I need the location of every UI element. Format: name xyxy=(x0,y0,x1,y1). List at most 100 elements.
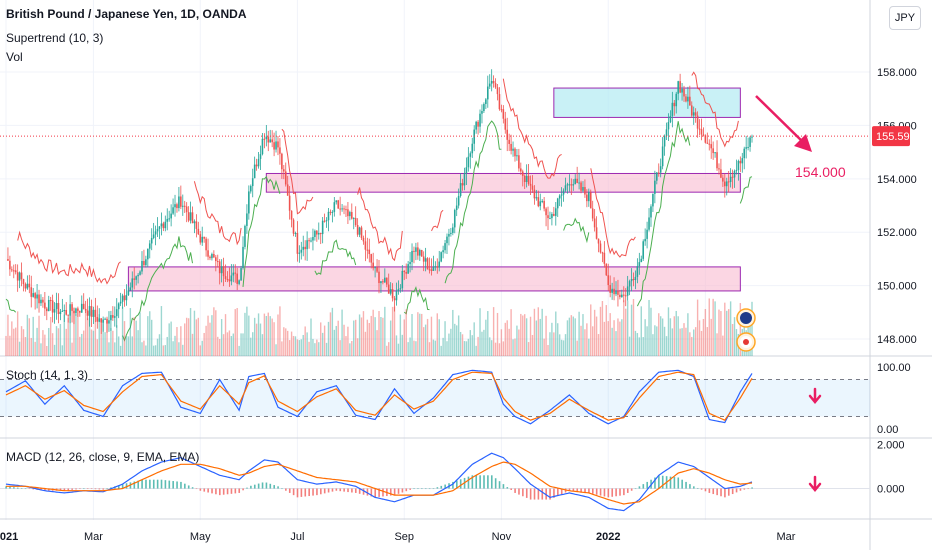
macd-histogram-bar xyxy=(117,485,120,489)
volume-bar xyxy=(630,304,633,356)
candle-body xyxy=(407,264,409,274)
candle-body xyxy=(216,261,219,263)
volume-bar xyxy=(366,319,369,356)
candle-body xyxy=(432,266,435,271)
macd-histogram-bar xyxy=(184,483,186,489)
volume-bar xyxy=(197,317,200,356)
volume-bar xyxy=(94,314,97,356)
macd-legend[interactable]: MACD (12, 26, close, 9, EMA, EMA) xyxy=(6,450,200,464)
candle-body xyxy=(566,184,569,186)
candle-body xyxy=(164,221,167,229)
volume-bar xyxy=(590,304,592,356)
macd-histogram-bar xyxy=(335,488,338,491)
candle-body xyxy=(529,183,532,186)
candle-body xyxy=(88,306,91,316)
macd-histogram-bar xyxy=(646,481,648,489)
candle-body xyxy=(473,129,475,144)
volume-bar xyxy=(389,320,392,356)
volume-bar xyxy=(106,320,108,356)
macd-tick-label: 0.000 xyxy=(877,484,905,496)
volume-bar xyxy=(729,301,732,356)
candle-body xyxy=(564,185,567,191)
macd-histogram-bar xyxy=(351,488,353,493)
volume-bar xyxy=(397,343,400,356)
volume-bar xyxy=(139,312,141,356)
volume-bar xyxy=(409,337,411,356)
candle-body xyxy=(547,215,549,219)
volume-bar xyxy=(57,328,60,356)
volume-bar xyxy=(601,301,604,356)
volume-bar xyxy=(679,328,681,356)
supertrend-legend[interactable]: Supertrend (10, 3) xyxy=(6,31,104,45)
macd-histogram-bar xyxy=(452,481,454,489)
volume-bar xyxy=(391,306,394,356)
volume-bar xyxy=(566,320,569,356)
macd-histogram-bar xyxy=(510,488,513,490)
candle-body xyxy=(595,227,598,239)
volume-bar xyxy=(55,326,58,356)
volume-bar xyxy=(275,344,277,356)
candle-body xyxy=(261,138,264,155)
candle-body xyxy=(117,303,120,310)
volume-bar xyxy=(467,338,470,356)
candle-body xyxy=(521,171,524,176)
supertrend-up-line xyxy=(314,239,357,276)
candle-body xyxy=(479,113,481,127)
macd-histogram-bar xyxy=(572,488,575,492)
volume-legend[interactable]: Vol xyxy=(6,50,23,64)
candle-body xyxy=(154,231,157,235)
volume-bar xyxy=(226,332,229,356)
volume-bar xyxy=(252,332,254,356)
macd-histogram-bar xyxy=(487,475,489,489)
volume-bar xyxy=(151,319,153,356)
volume-bar xyxy=(516,325,518,356)
candle-body xyxy=(556,198,559,209)
volume-bar xyxy=(232,333,234,356)
symbol-title[interactable]: British Pound / Japanese Yen, 1D, OANDA xyxy=(6,7,247,21)
volume-bar xyxy=(112,330,114,356)
macd-histogram-bar xyxy=(525,488,528,498)
macd-histogram-bar xyxy=(440,485,443,489)
candle-body xyxy=(352,217,355,219)
candle-body xyxy=(436,266,439,268)
stoch-legend[interactable]: Stoch (14, 1, 3) xyxy=(6,368,89,382)
candle-body xyxy=(652,193,654,207)
candle-body xyxy=(30,287,33,297)
volume-bar xyxy=(442,337,444,356)
macd-histogram-bar xyxy=(677,477,680,489)
macd-histogram-bar xyxy=(234,488,237,494)
candle-body xyxy=(271,139,273,143)
candle-body xyxy=(690,105,693,116)
candle-body xyxy=(45,308,48,312)
volume-bar xyxy=(456,325,458,356)
candle-body xyxy=(607,275,610,286)
candle-body xyxy=(681,88,683,93)
macd-histogram-bar xyxy=(588,488,590,493)
macd-histogram-bar xyxy=(393,488,396,496)
volume-bar xyxy=(739,303,742,356)
candle-body xyxy=(356,224,359,235)
candle-body xyxy=(640,258,643,263)
currency-button[interactable]: JPY xyxy=(889,6,921,30)
volume-bar xyxy=(485,319,487,356)
volume-bar xyxy=(572,316,574,356)
volume-bar xyxy=(195,319,198,356)
macd-histogram-bar xyxy=(401,488,404,493)
volume-bar xyxy=(636,333,639,356)
candle-body xyxy=(418,249,421,256)
volume-bar xyxy=(477,336,479,356)
macd-histogram-bar xyxy=(141,479,143,489)
candle-body xyxy=(312,237,314,241)
volume-bar xyxy=(141,342,143,356)
volume-bar xyxy=(308,341,310,356)
candle-body xyxy=(115,309,118,317)
macd-histogram-bar xyxy=(75,488,77,490)
candle-body xyxy=(593,218,596,228)
volume-bar xyxy=(203,332,205,356)
volume-bar xyxy=(104,332,106,356)
zone-box xyxy=(127,266,741,292)
macd-histogram-bar xyxy=(94,488,97,490)
japan-flag-icon xyxy=(743,339,749,345)
volume-bar xyxy=(292,335,295,356)
candle-body xyxy=(597,238,600,244)
